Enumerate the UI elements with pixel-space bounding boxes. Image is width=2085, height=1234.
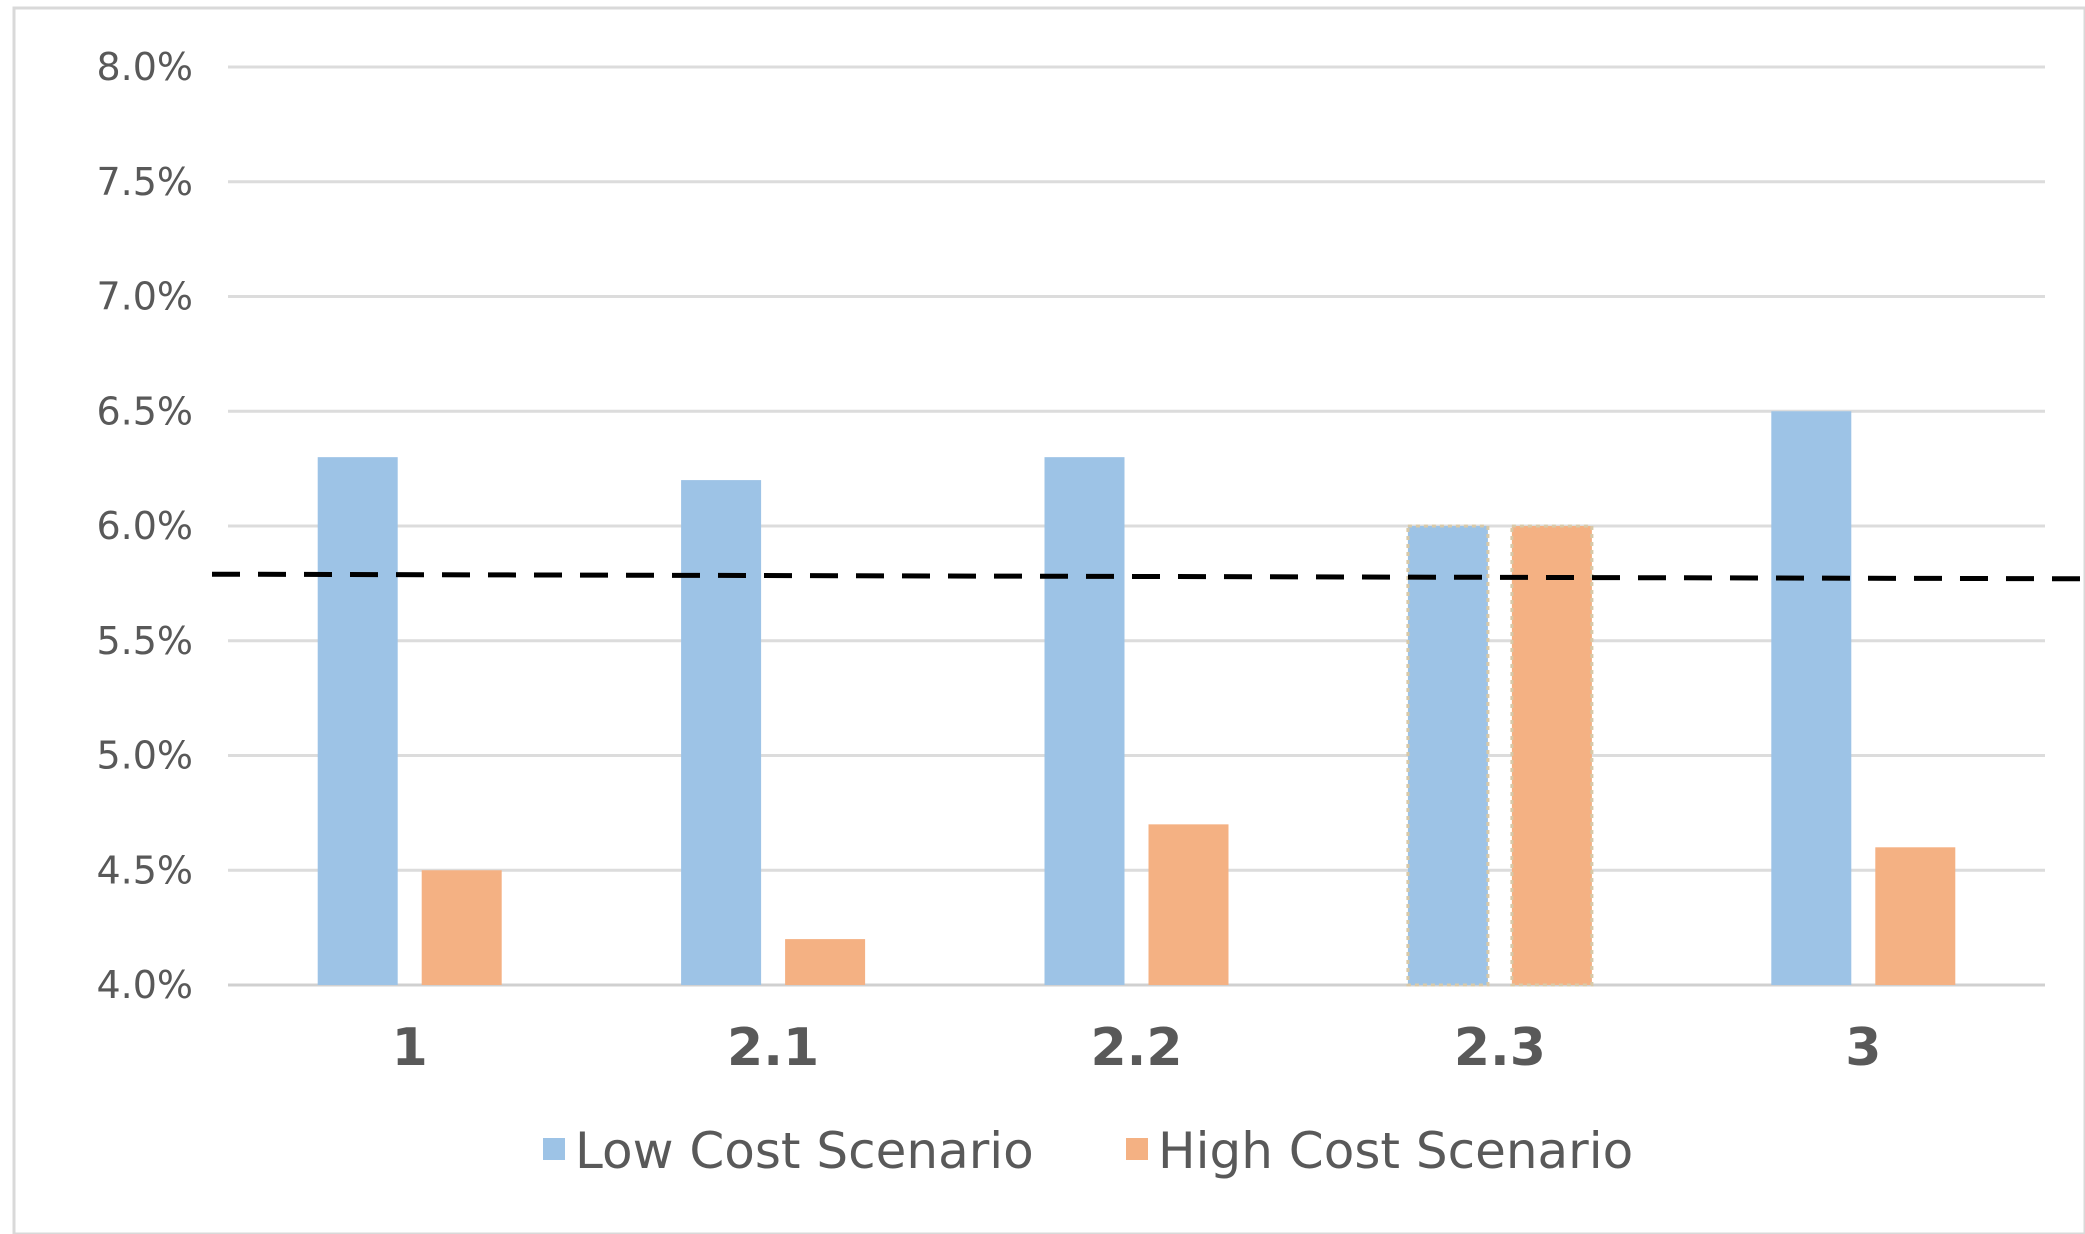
y-tick-label: 4.0% [96, 963, 193, 1007]
x-category-label: 2.2 [1090, 1018, 1182, 1078]
legend-label-high-cost: High Cost Scenario [1158, 1122, 1633, 1180]
y-tick-label: 7.5% [96, 160, 193, 204]
bars [317, 411, 1956, 987]
x-axis-category-labels: 1 2.1 2.2 2.3 3 [392, 1018, 1882, 1078]
bar-low-cost-2.2 [1044, 457, 1125, 985]
bar-low-cost-2.1 [681, 480, 762, 985]
x-category-label: 2.1 [727, 1018, 819, 1078]
x-category-label: 1 [392, 1018, 428, 1078]
y-tick-label: 4.5% [96, 848, 193, 892]
gridlines [228, 65, 2045, 987]
y-axis-tick-labels: 4.0% 4.5% 5.0% 5.5% 6.0% 6.5% 7.0% 7.5% 8.0% [96, 45, 193, 1007]
y-tick-label: 7.0% [96, 275, 193, 319]
y-tick-label: 8.0% [96, 45, 193, 89]
y-tick-label: 6.0% [96, 504, 193, 548]
bar-low-cost-2.3 [1406, 524, 1490, 987]
legend-label-low-cost: Low Cost Scenario [575, 1122, 1034, 1180]
reference-line-dashed [211, 571, 2085, 582]
y-tick-label: 5.5% [96, 619, 193, 663]
bar-high-cost-2.1 [785, 939, 866, 985]
x-category-label: 3 [1845, 1018, 1881, 1078]
legend: Low Cost Scenario High Cost Scenario [543, 1122, 1633, 1180]
reference-line [211, 571, 2085, 582]
bar-high-cost-2.3 [1510, 524, 1594, 987]
bar-high-cost-1 [421, 870, 502, 985]
x-category-label: 2.3 [1454, 1018, 1546, 1078]
bar-high-cost-2.2 [1148, 824, 1229, 985]
bar-high-cost-3 [1875, 847, 1956, 985]
y-tick-label: 6.5% [96, 389, 193, 433]
bar-low-cost-1 [317, 457, 398, 985]
legend-swatch-high-cost [1126, 1138, 1148, 1160]
bar-low-cost-3 [1771, 411, 1852, 985]
y-tick-label: 5.0% [96, 734, 193, 778]
legend-swatch-low-cost [543, 1138, 565, 1160]
